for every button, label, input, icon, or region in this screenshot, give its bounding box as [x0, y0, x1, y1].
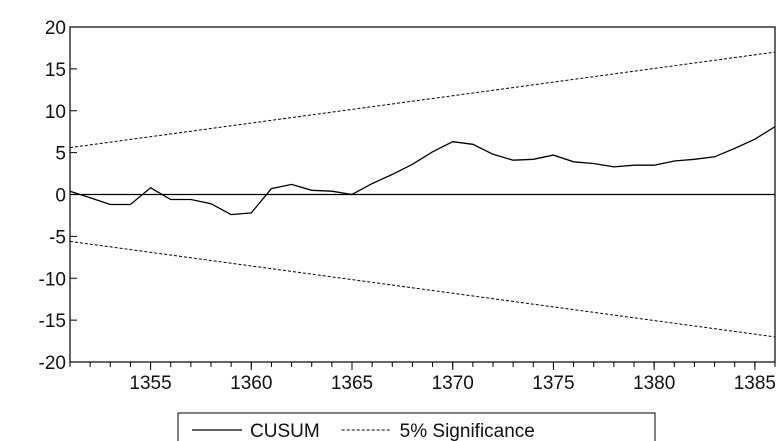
upper-significance-line [69, 51, 776, 149]
legend-label: 5% Significance [400, 421, 535, 441]
y-tick-label: 0 [55, 186, 66, 207]
y-tick-label: 10 [45, 102, 66, 123]
y-tick-label: 5 [55, 144, 66, 165]
x-tick-label: 1355 [129, 373, 171, 394]
y-tick-label: -20 [39, 353, 66, 374]
x-tick-label: 1365 [331, 373, 373, 394]
y-tick-label: -15 [39, 311, 66, 332]
y-tick-label: 20 [45, 18, 66, 39]
y-tick-label: 15 [45, 60, 66, 81]
legend: CUSUM 5% Significance [177, 412, 656, 441]
x-tick-label: 1380 [633, 373, 675, 394]
lower-significance-line [69, 240, 776, 338]
x-tick-label: 1360 [230, 373, 272, 394]
plot-layer [69, 51, 776, 338]
x-tick-label: 1385 [734, 373, 776, 394]
y-tick-label: -10 [39, 269, 66, 290]
x-tick-label: 1375 [532, 373, 574, 394]
cusum-line [69, 126, 776, 216]
axis-layer: 20 15 10 5 0 -5 -10 -15 -20 1355 1360 1365 1370 1375 1… [39, 18, 776, 394]
legend-label: CUSUM [250, 421, 320, 441]
legend-box [177, 412, 656, 441]
y-tick-label: -5 [49, 227, 66, 248]
x-tick-label: 1370 [432, 373, 474, 394]
